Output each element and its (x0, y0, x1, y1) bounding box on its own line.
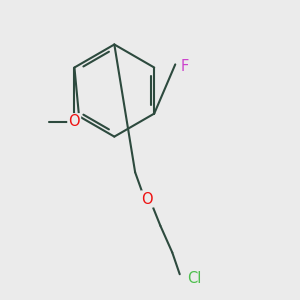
Text: Cl: Cl (187, 271, 201, 286)
Text: O: O (141, 191, 153, 206)
Text: F: F (181, 59, 189, 74)
Text: O: O (68, 114, 80, 129)
